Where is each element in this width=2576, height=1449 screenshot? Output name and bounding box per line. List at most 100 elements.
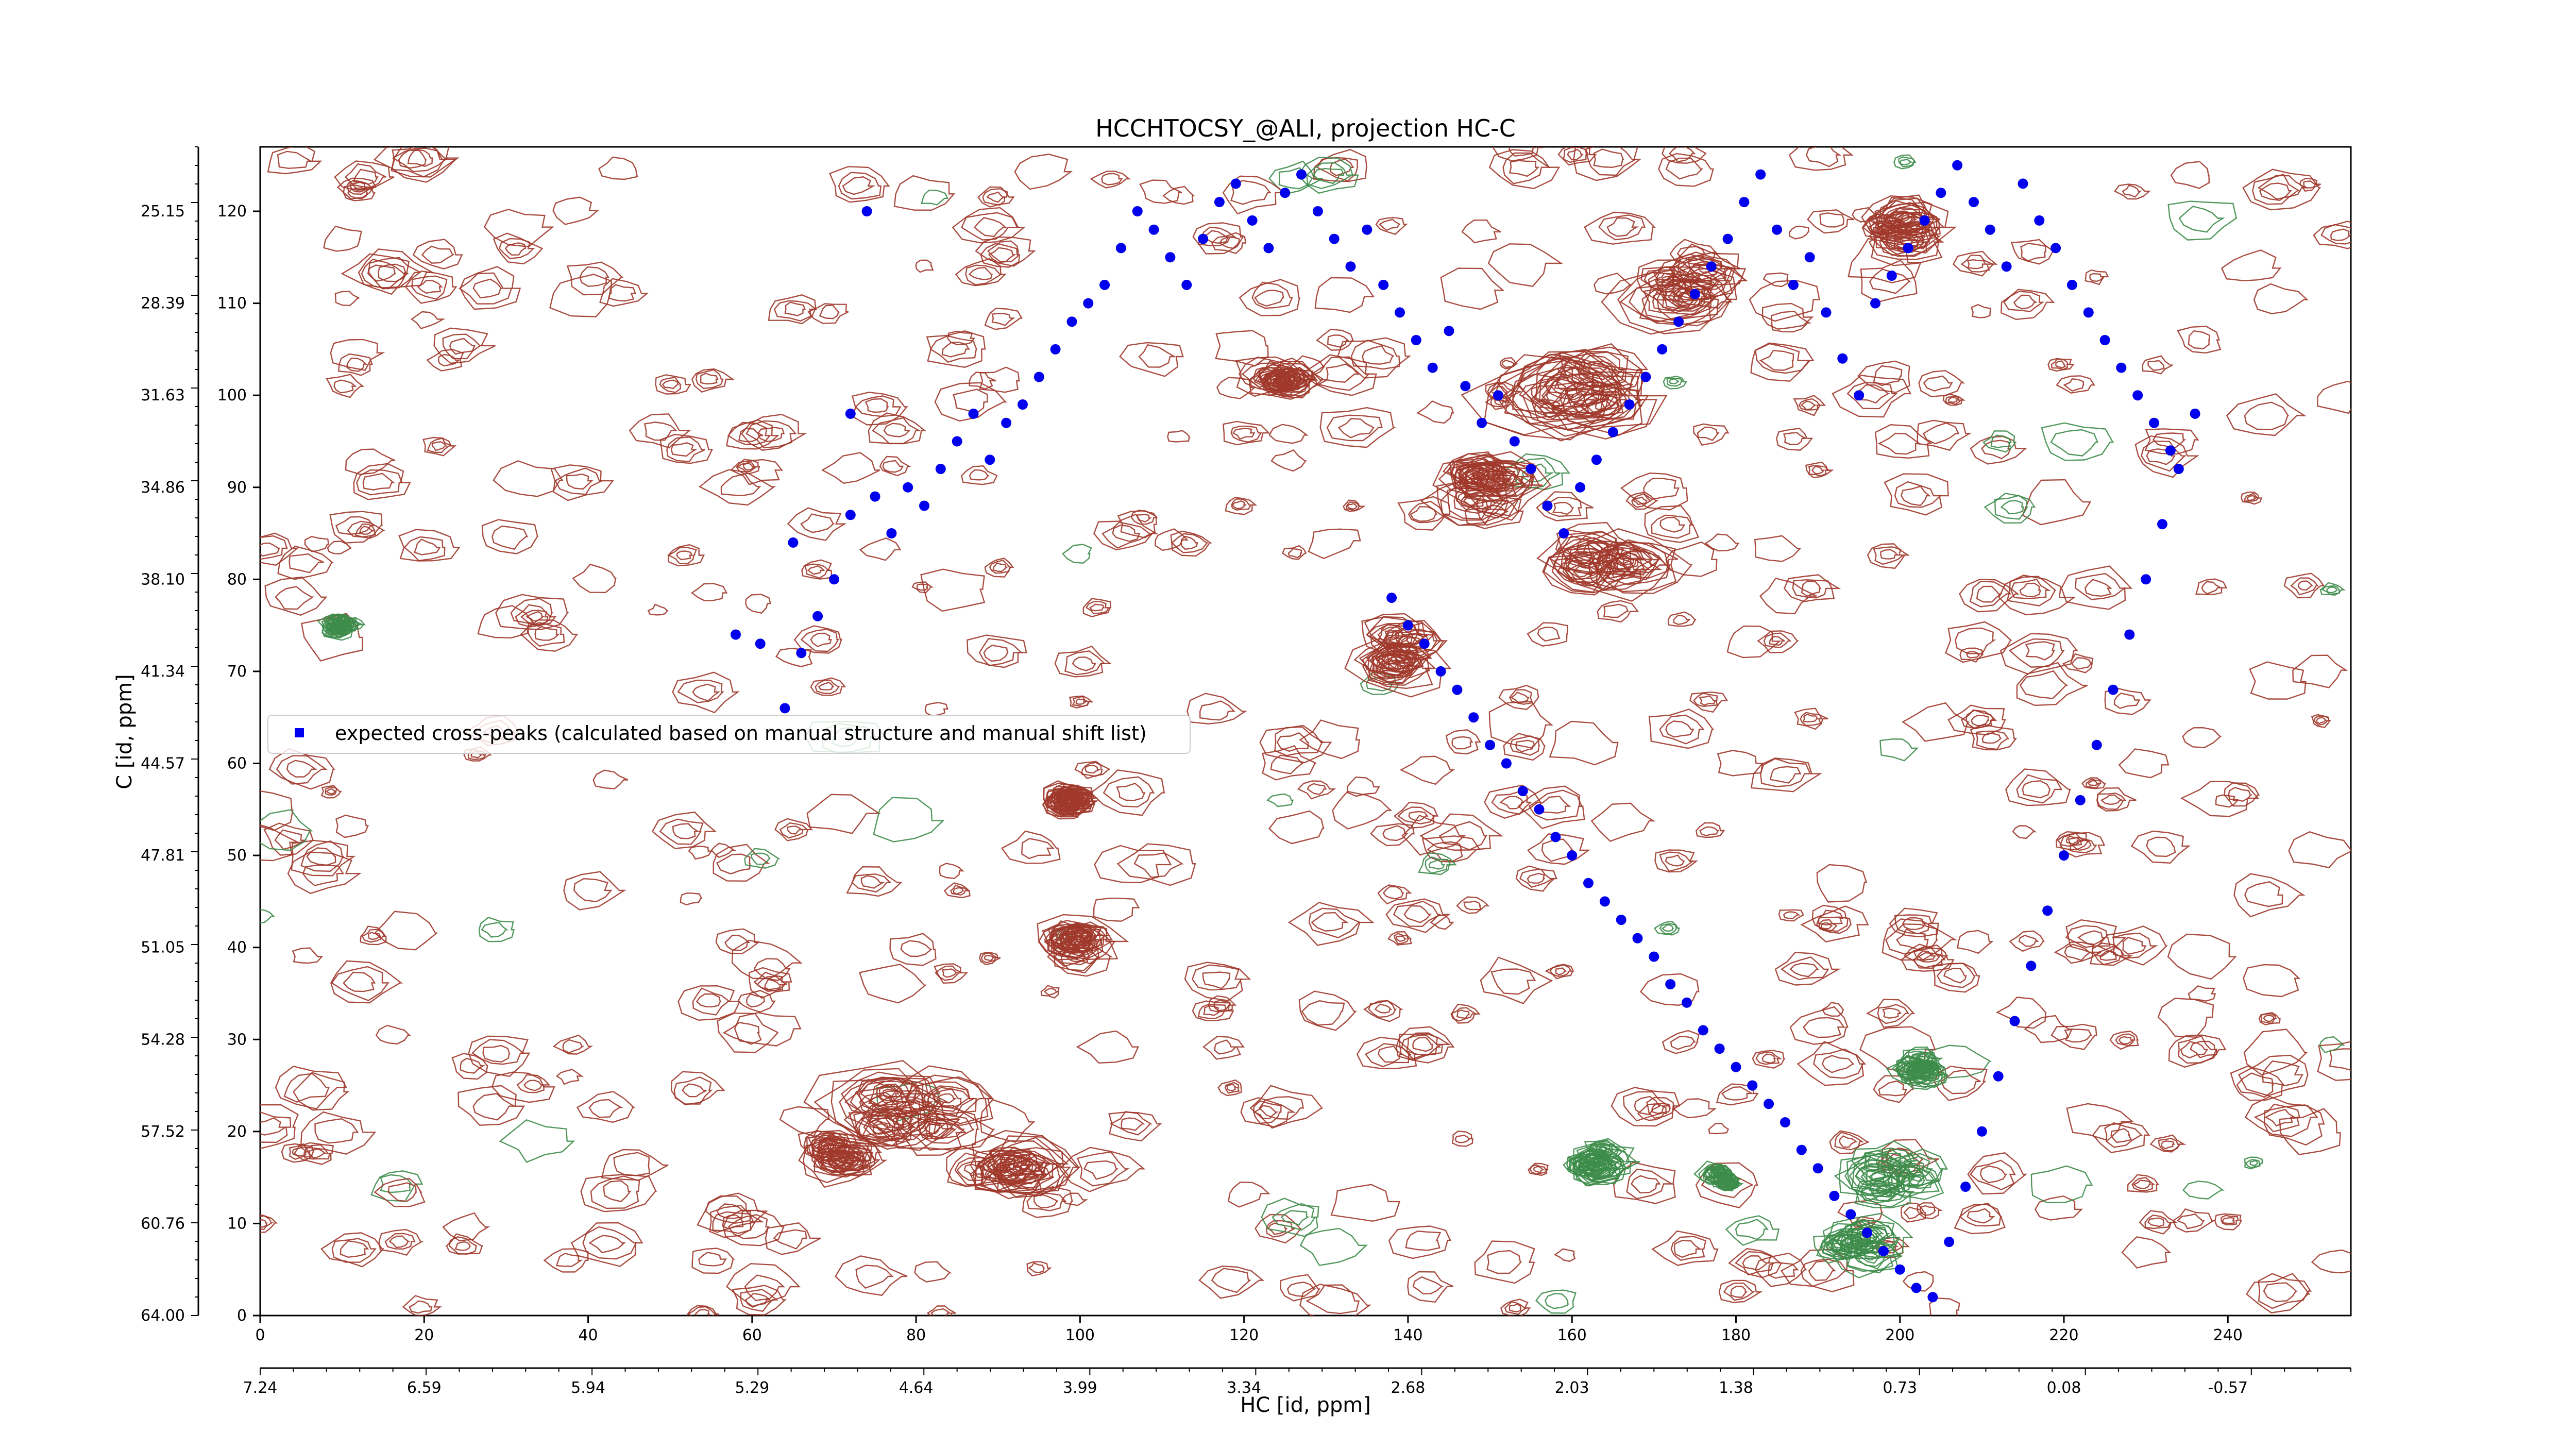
contour-line bbox=[2236, 1072, 2274, 1098]
contour-line bbox=[876, 1123, 890, 1132]
contour-line bbox=[725, 1263, 801, 1307]
contour-line bbox=[1224, 1082, 1240, 1094]
contour-line bbox=[1648, 709, 1715, 749]
contour-line bbox=[1696, 822, 1725, 838]
cross-peak-point bbox=[1632, 933, 1643, 943]
cross-peak-markers bbox=[731, 160, 2200, 1303]
contour-line bbox=[2221, 249, 2282, 282]
contour-line bbox=[1833, 1234, 1864, 1253]
contour-line bbox=[1673, 1240, 1702, 1258]
contour-line bbox=[1471, 468, 1485, 476]
contour-line bbox=[1555, 967, 1567, 975]
contour-line bbox=[2245, 1273, 2311, 1313]
contour-line bbox=[1759, 349, 1794, 371]
cross-peak-point bbox=[1452, 684, 1463, 695]
contour-line bbox=[1880, 549, 1899, 560]
cross-peak-point bbox=[886, 528, 897, 538]
contour-line bbox=[709, 1205, 765, 1238]
contour-line bbox=[275, 1065, 348, 1110]
contour-line bbox=[935, 965, 962, 981]
contour-line bbox=[1901, 944, 1955, 972]
contour-line bbox=[1860, 1166, 1901, 1187]
contour-line bbox=[1067, 935, 1085, 946]
contour-line bbox=[260, 542, 280, 557]
contour-line bbox=[1571, 351, 1625, 387]
contour-line bbox=[378, 1228, 425, 1256]
contour-line bbox=[2249, 661, 2307, 700]
cross-peak-point bbox=[1115, 243, 1126, 254]
cross-peak-point bbox=[1435, 666, 1446, 677]
contour-line bbox=[666, 436, 705, 462]
contour-line bbox=[939, 863, 964, 879]
contour-line bbox=[1668, 147, 1696, 163]
contour-line bbox=[873, 797, 945, 843]
contour-line bbox=[983, 645, 1009, 662]
cross-peak-point bbox=[1764, 1099, 1774, 1109]
contour-line bbox=[411, 311, 446, 330]
contour-line bbox=[647, 603, 669, 616]
contour-line bbox=[588, 1235, 626, 1254]
contour-line bbox=[749, 967, 792, 999]
contour-line bbox=[1693, 423, 1730, 446]
contour-line bbox=[1923, 375, 1953, 392]
contour-line bbox=[800, 628, 839, 652]
contour-line bbox=[724, 934, 751, 951]
contour-line bbox=[1272, 1203, 1316, 1231]
cross-peak-point bbox=[2009, 1016, 2020, 1026]
contour-line bbox=[1609, 552, 1640, 570]
contour-line bbox=[549, 274, 612, 317]
contour-line bbox=[1046, 791, 1093, 816]
contour-line bbox=[1959, 579, 2020, 613]
contour-line bbox=[893, 175, 956, 211]
contour-line bbox=[872, 1120, 894, 1135]
contour-line bbox=[1587, 1139, 1621, 1160]
contour-line bbox=[361, 929, 386, 943]
contour-line bbox=[1665, 720, 1694, 738]
contour-line bbox=[320, 1232, 385, 1268]
contour-line bbox=[1770, 310, 1811, 333]
contour-line bbox=[1960, 254, 1993, 273]
contour-line bbox=[1704, 533, 1740, 552]
contour-line bbox=[1637, 1103, 1667, 1121]
contour-line bbox=[992, 562, 1009, 572]
contour-line bbox=[955, 258, 1007, 287]
contour-line bbox=[1789, 226, 1809, 240]
contour-line bbox=[1586, 1162, 1606, 1174]
contour-line bbox=[1851, 1140, 1916, 1181]
contour-line bbox=[2086, 778, 2102, 789]
contour-line bbox=[1083, 1160, 1118, 1180]
contour-line bbox=[1192, 222, 1244, 255]
contour-line bbox=[2009, 930, 2045, 952]
contour-line bbox=[1726, 1182, 1733, 1186]
contour-line bbox=[687, 1306, 717, 1316]
cross-peak-point bbox=[1517, 786, 1528, 797]
contour-line bbox=[2022, 780, 2051, 799]
contour-line bbox=[1359, 634, 1432, 678]
contour-line bbox=[1418, 852, 1457, 875]
cross-peak-point bbox=[2091, 739, 2102, 750]
contour-line bbox=[2056, 831, 2090, 851]
contour-line bbox=[1368, 1000, 1397, 1018]
contour-line bbox=[691, 1248, 735, 1274]
cross-peak-point bbox=[1821, 307, 1832, 318]
contour-line bbox=[1033, 1193, 1059, 1209]
contour-line bbox=[2321, 585, 2341, 595]
contour-line bbox=[1879, 738, 1919, 762]
contour-line bbox=[1089, 603, 1105, 612]
contour-line bbox=[1456, 896, 1490, 914]
contour-line bbox=[1533, 1166, 1545, 1173]
contour-line bbox=[1116, 782, 1146, 801]
contour-line bbox=[2114, 183, 2151, 200]
cross-peak-point bbox=[2190, 408, 2200, 419]
contour-line bbox=[1752, 1050, 1786, 1069]
cross-peak-point bbox=[2075, 795, 2086, 805]
contour-line bbox=[815, 679, 840, 695]
contour-line bbox=[331, 966, 389, 1001]
contour-line bbox=[1330, 158, 1354, 177]
contour-line bbox=[1211, 232, 1247, 254]
contour-line bbox=[275, 586, 315, 610]
contour-line bbox=[1611, 1087, 1681, 1127]
cross-peak-point bbox=[1894, 1264, 1905, 1275]
contour-line bbox=[1699, 826, 1719, 837]
cross-peak-point bbox=[2099, 335, 2110, 345]
